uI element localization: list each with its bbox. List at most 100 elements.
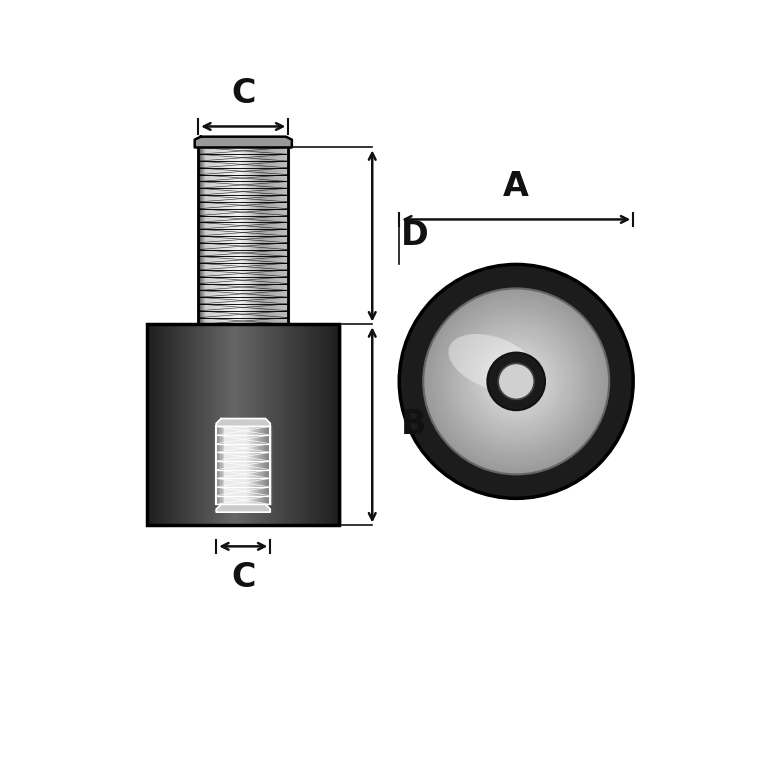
Bar <box>237 147 238 324</box>
Bar <box>223 426 225 504</box>
Bar <box>228 324 231 525</box>
Bar <box>222 147 224 324</box>
Bar <box>267 147 269 324</box>
Ellipse shape <box>399 264 633 499</box>
Bar <box>218 324 221 525</box>
Ellipse shape <box>472 337 560 425</box>
Bar <box>222 426 224 504</box>
Bar <box>172 324 175 525</box>
Bar <box>259 147 261 324</box>
Bar <box>231 426 233 504</box>
Ellipse shape <box>444 309 588 453</box>
Bar <box>214 147 216 324</box>
Bar <box>223 147 225 324</box>
Bar <box>157 324 160 525</box>
Ellipse shape <box>485 350 548 413</box>
Bar <box>281 147 284 324</box>
Bar <box>199 147 201 324</box>
Ellipse shape <box>446 312 586 451</box>
Bar <box>266 324 270 525</box>
Bar <box>249 426 251 504</box>
Bar <box>205 324 208 525</box>
Ellipse shape <box>480 345 552 418</box>
Ellipse shape <box>432 297 601 467</box>
Ellipse shape <box>503 368 529 394</box>
Bar <box>249 147 251 324</box>
Ellipse shape <box>467 333 565 430</box>
Bar <box>251 147 253 324</box>
Bar <box>155 324 158 525</box>
Polygon shape <box>195 136 292 147</box>
Bar <box>220 147 221 324</box>
Bar <box>241 324 245 525</box>
Bar <box>174 324 178 525</box>
Bar <box>164 324 167 525</box>
Bar <box>210 147 211 324</box>
Ellipse shape <box>449 314 583 449</box>
Ellipse shape <box>462 326 571 436</box>
Ellipse shape <box>495 361 538 402</box>
Bar <box>202 147 203 324</box>
Bar <box>213 147 215 324</box>
Bar <box>267 426 270 504</box>
Bar <box>308 324 312 525</box>
Bar <box>197 324 200 525</box>
Bar <box>259 426 262 504</box>
Bar <box>245 147 246 324</box>
Bar <box>245 147 247 324</box>
Bar <box>203 147 205 324</box>
Ellipse shape <box>456 321 576 442</box>
Bar <box>200 147 203 324</box>
Bar <box>259 324 262 525</box>
Bar <box>229 147 231 324</box>
Ellipse shape <box>493 358 539 404</box>
Ellipse shape <box>458 323 574 439</box>
Bar <box>276 324 279 525</box>
Ellipse shape <box>430 295 602 467</box>
Bar <box>219 147 220 324</box>
Ellipse shape <box>510 375 522 387</box>
Ellipse shape <box>441 306 592 457</box>
Bar <box>205 147 206 324</box>
Bar <box>199 147 200 324</box>
Bar <box>277 147 279 324</box>
Bar <box>261 426 263 504</box>
Text: B: B <box>401 408 427 442</box>
Ellipse shape <box>439 304 594 460</box>
Bar <box>289 324 292 525</box>
Bar <box>279 147 281 324</box>
Ellipse shape <box>427 292 606 471</box>
Bar <box>217 147 218 324</box>
Ellipse shape <box>509 375 523 389</box>
Bar <box>322 324 325 525</box>
Bar <box>276 147 277 324</box>
Bar <box>265 426 267 504</box>
Ellipse shape <box>477 342 555 421</box>
Ellipse shape <box>515 380 517 382</box>
Ellipse shape <box>451 316 581 446</box>
Bar <box>285 147 287 324</box>
Bar <box>232 324 235 525</box>
Bar <box>239 426 241 504</box>
Bar <box>247 147 249 324</box>
Ellipse shape <box>491 356 541 407</box>
Bar <box>278 147 280 324</box>
Bar <box>284 324 287 525</box>
Bar <box>239 324 242 525</box>
Bar <box>242 147 244 324</box>
Bar <box>247 324 250 525</box>
Bar <box>284 147 285 324</box>
Bar <box>249 324 252 525</box>
Bar <box>242 426 244 504</box>
Bar <box>159 324 162 525</box>
Bar <box>196 324 199 525</box>
Bar <box>235 426 237 504</box>
Text: D: D <box>401 220 428 252</box>
Bar <box>247 426 249 504</box>
Ellipse shape <box>432 298 600 465</box>
Ellipse shape <box>502 368 530 396</box>
Bar <box>220 426 222 504</box>
Bar <box>206 324 210 525</box>
Ellipse shape <box>457 323 576 441</box>
Bar <box>254 426 256 504</box>
